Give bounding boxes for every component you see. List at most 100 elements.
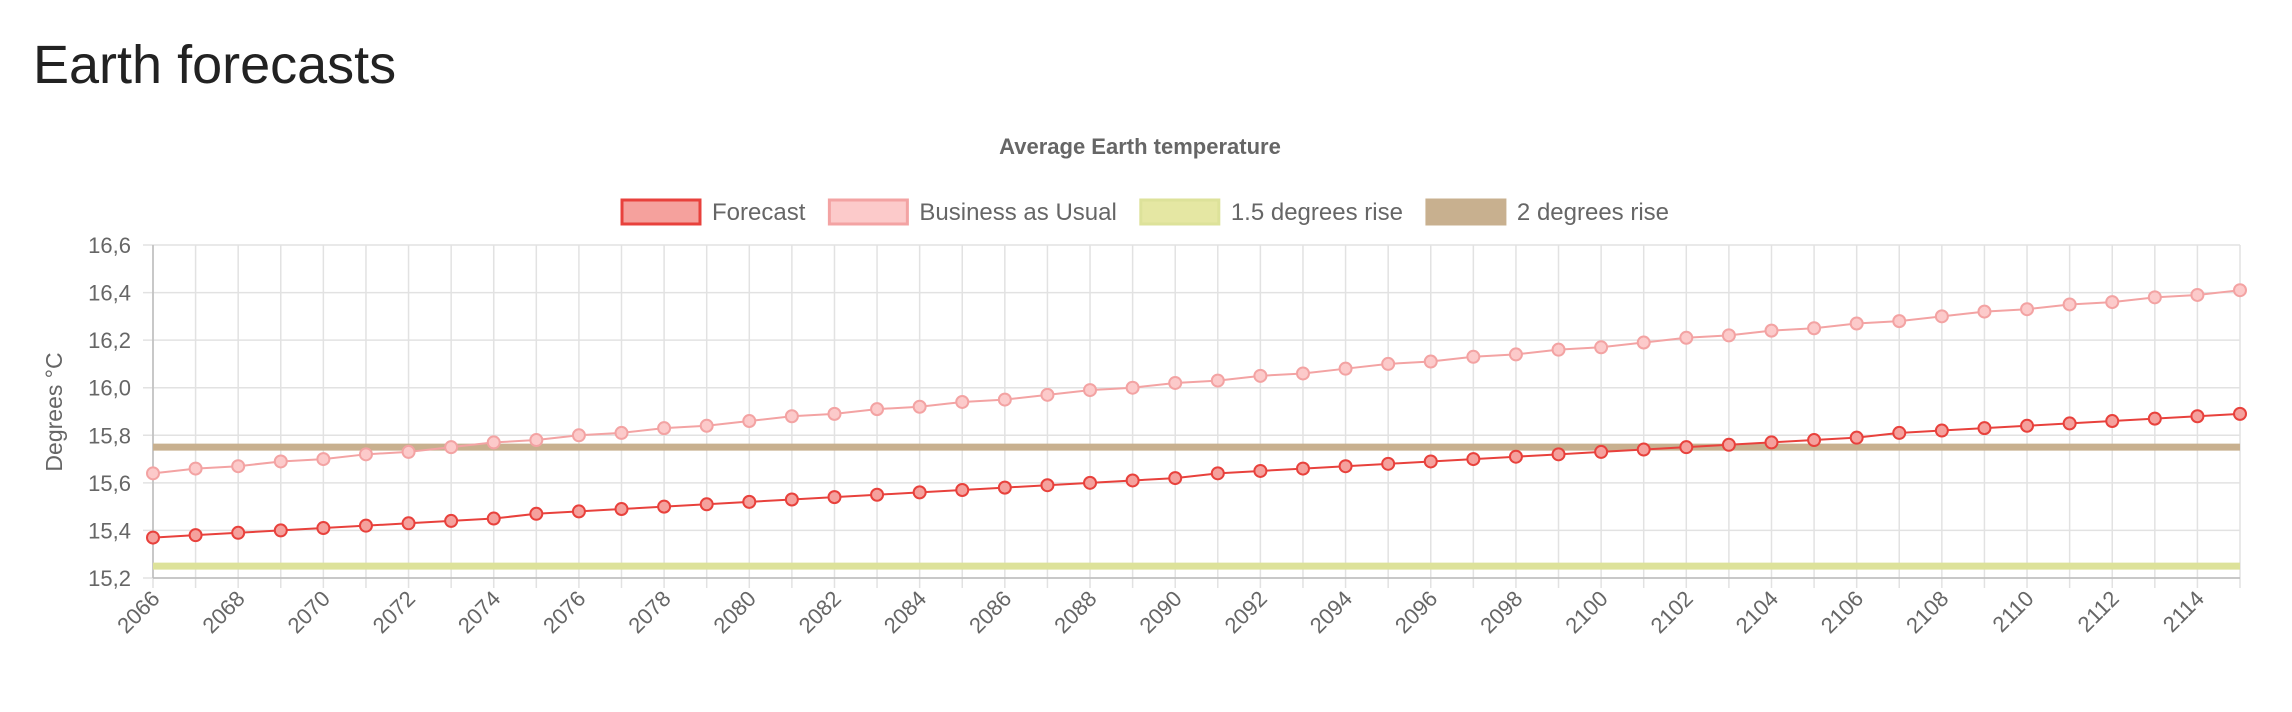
- x-tick-label: 2080: [709, 586, 761, 638]
- data-point: [571, 428, 586, 443]
- legend-swatch: [620, 198, 702, 226]
- data-point: [2233, 283, 2247, 298]
- data-point: [1764, 435, 1779, 450]
- data-point: [529, 506, 544, 521]
- data-point: [784, 409, 799, 424]
- data-point: [827, 406, 842, 421]
- data-point: [955, 394, 970, 409]
- data-point: [2190, 409, 2205, 424]
- data-point: [1679, 440, 1694, 455]
- x-tick-label: 2068: [197, 586, 249, 638]
- y-tick-label: 16,0: [88, 376, 131, 401]
- data-point: [699, 418, 714, 433]
- data-point: [870, 487, 885, 502]
- data-point: [2147, 290, 2162, 305]
- x-tick-label: 2090: [1134, 586, 1186, 638]
- data-point: [1807, 433, 1822, 448]
- data-point: [1679, 330, 1694, 345]
- data-point: [1295, 461, 1310, 476]
- y-tick-label: 15,8: [88, 423, 131, 448]
- legend-label: Business as Usual: [919, 199, 1116, 226]
- data-point: [2020, 302, 2035, 317]
- data-point: [955, 482, 970, 497]
- data-point: [870, 402, 885, 417]
- data-point: [1636, 442, 1651, 457]
- data-point: [1508, 449, 1523, 464]
- x-tick-label: 2076: [538, 586, 590, 638]
- x-tick-label: 2092: [1220, 586, 1272, 638]
- data-point: [2020, 418, 2035, 433]
- data-point: [358, 447, 373, 462]
- y-tick-label: 15,2: [88, 566, 131, 591]
- y-tick-label: 15,6: [88, 471, 131, 496]
- data-point: [1721, 437, 1736, 452]
- y-tick-label: 15,4: [88, 518, 131, 543]
- x-tick-label: 2114: [2158, 586, 2209, 637]
- y-tick-label: 16,2: [88, 328, 131, 353]
- data-point: [1168, 471, 1183, 486]
- x-tick-label: 2088: [1049, 586, 1101, 638]
- x-tick-label: 2072: [368, 586, 420, 638]
- data-point: [1040, 478, 1055, 493]
- data-point: [2105, 295, 2120, 310]
- data-point: [1253, 368, 1268, 383]
- x-tick-label: 2074: [453, 586, 505, 638]
- x-tick-label: 2108: [1901, 586, 1953, 638]
- x-tick-label: 2112: [2073, 586, 2124, 637]
- data-point: [657, 499, 672, 514]
- data-point: [1594, 444, 1609, 459]
- data-point: [1551, 342, 1566, 357]
- data-point: [997, 392, 1012, 407]
- data-point: [486, 435, 501, 450]
- data-point: [2233, 406, 2247, 421]
- x-tick-label: 2106: [1816, 586, 1868, 638]
- page-title: Earth forecasts: [33, 35, 396, 95]
- data-point: [1338, 459, 1353, 474]
- data-point: [2147, 411, 2162, 426]
- data-point: [1083, 475, 1098, 490]
- data-point: [146, 466, 160, 481]
- data-point: [912, 485, 927, 500]
- data-point: [1636, 335, 1651, 350]
- data-point: [486, 511, 501, 526]
- legend-label: 2 degrees rise: [1517, 199, 1669, 226]
- data-point: [1934, 309, 1949, 324]
- data-point: [571, 504, 586, 519]
- y-axis-label: Degrees °C: [41, 352, 67, 471]
- data-point: [742, 414, 757, 429]
- data-point: [827, 490, 842, 505]
- data-point: [358, 518, 373, 533]
- data-point: [231, 459, 246, 474]
- data-point: [529, 433, 544, 448]
- data-point: [1508, 347, 1523, 362]
- data-point: [1807, 321, 1822, 336]
- data-point: [2062, 416, 2077, 431]
- data-point: [188, 528, 203, 543]
- data-point: [1381, 356, 1396, 371]
- legend-label: 1.5 degrees rise: [1231, 199, 1403, 226]
- data-point: [1253, 463, 1268, 478]
- legend-swatch: [1139, 198, 1221, 226]
- x-tick-label: 2102: [1646, 586, 1698, 638]
- data-point: [784, 492, 799, 507]
- legend-label: Forecast: [712, 199, 806, 226]
- data-point: [146, 530, 160, 545]
- data-point: [1721, 328, 1736, 343]
- data-point: [2062, 297, 2077, 312]
- data-point: [1040, 387, 1055, 402]
- y-tick-label: 16,4: [88, 281, 131, 306]
- data-point: [1083, 383, 1098, 398]
- data-point: [1338, 361, 1353, 376]
- data-point: [2105, 414, 2120, 429]
- series-line: [152, 289, 2241, 475]
- data-point: [316, 452, 331, 467]
- data-point: [997, 480, 1012, 495]
- data-point: [1423, 454, 1438, 469]
- data-point: [1594, 340, 1609, 355]
- data-point: [401, 444, 416, 459]
- series-line: [152, 412, 2241, 539]
- data-point: [1168, 375, 1183, 390]
- x-tick-label: 2086: [964, 586, 1016, 638]
- chart-title: Average Earth temperature: [999, 134, 1281, 159]
- data-point: [912, 399, 927, 414]
